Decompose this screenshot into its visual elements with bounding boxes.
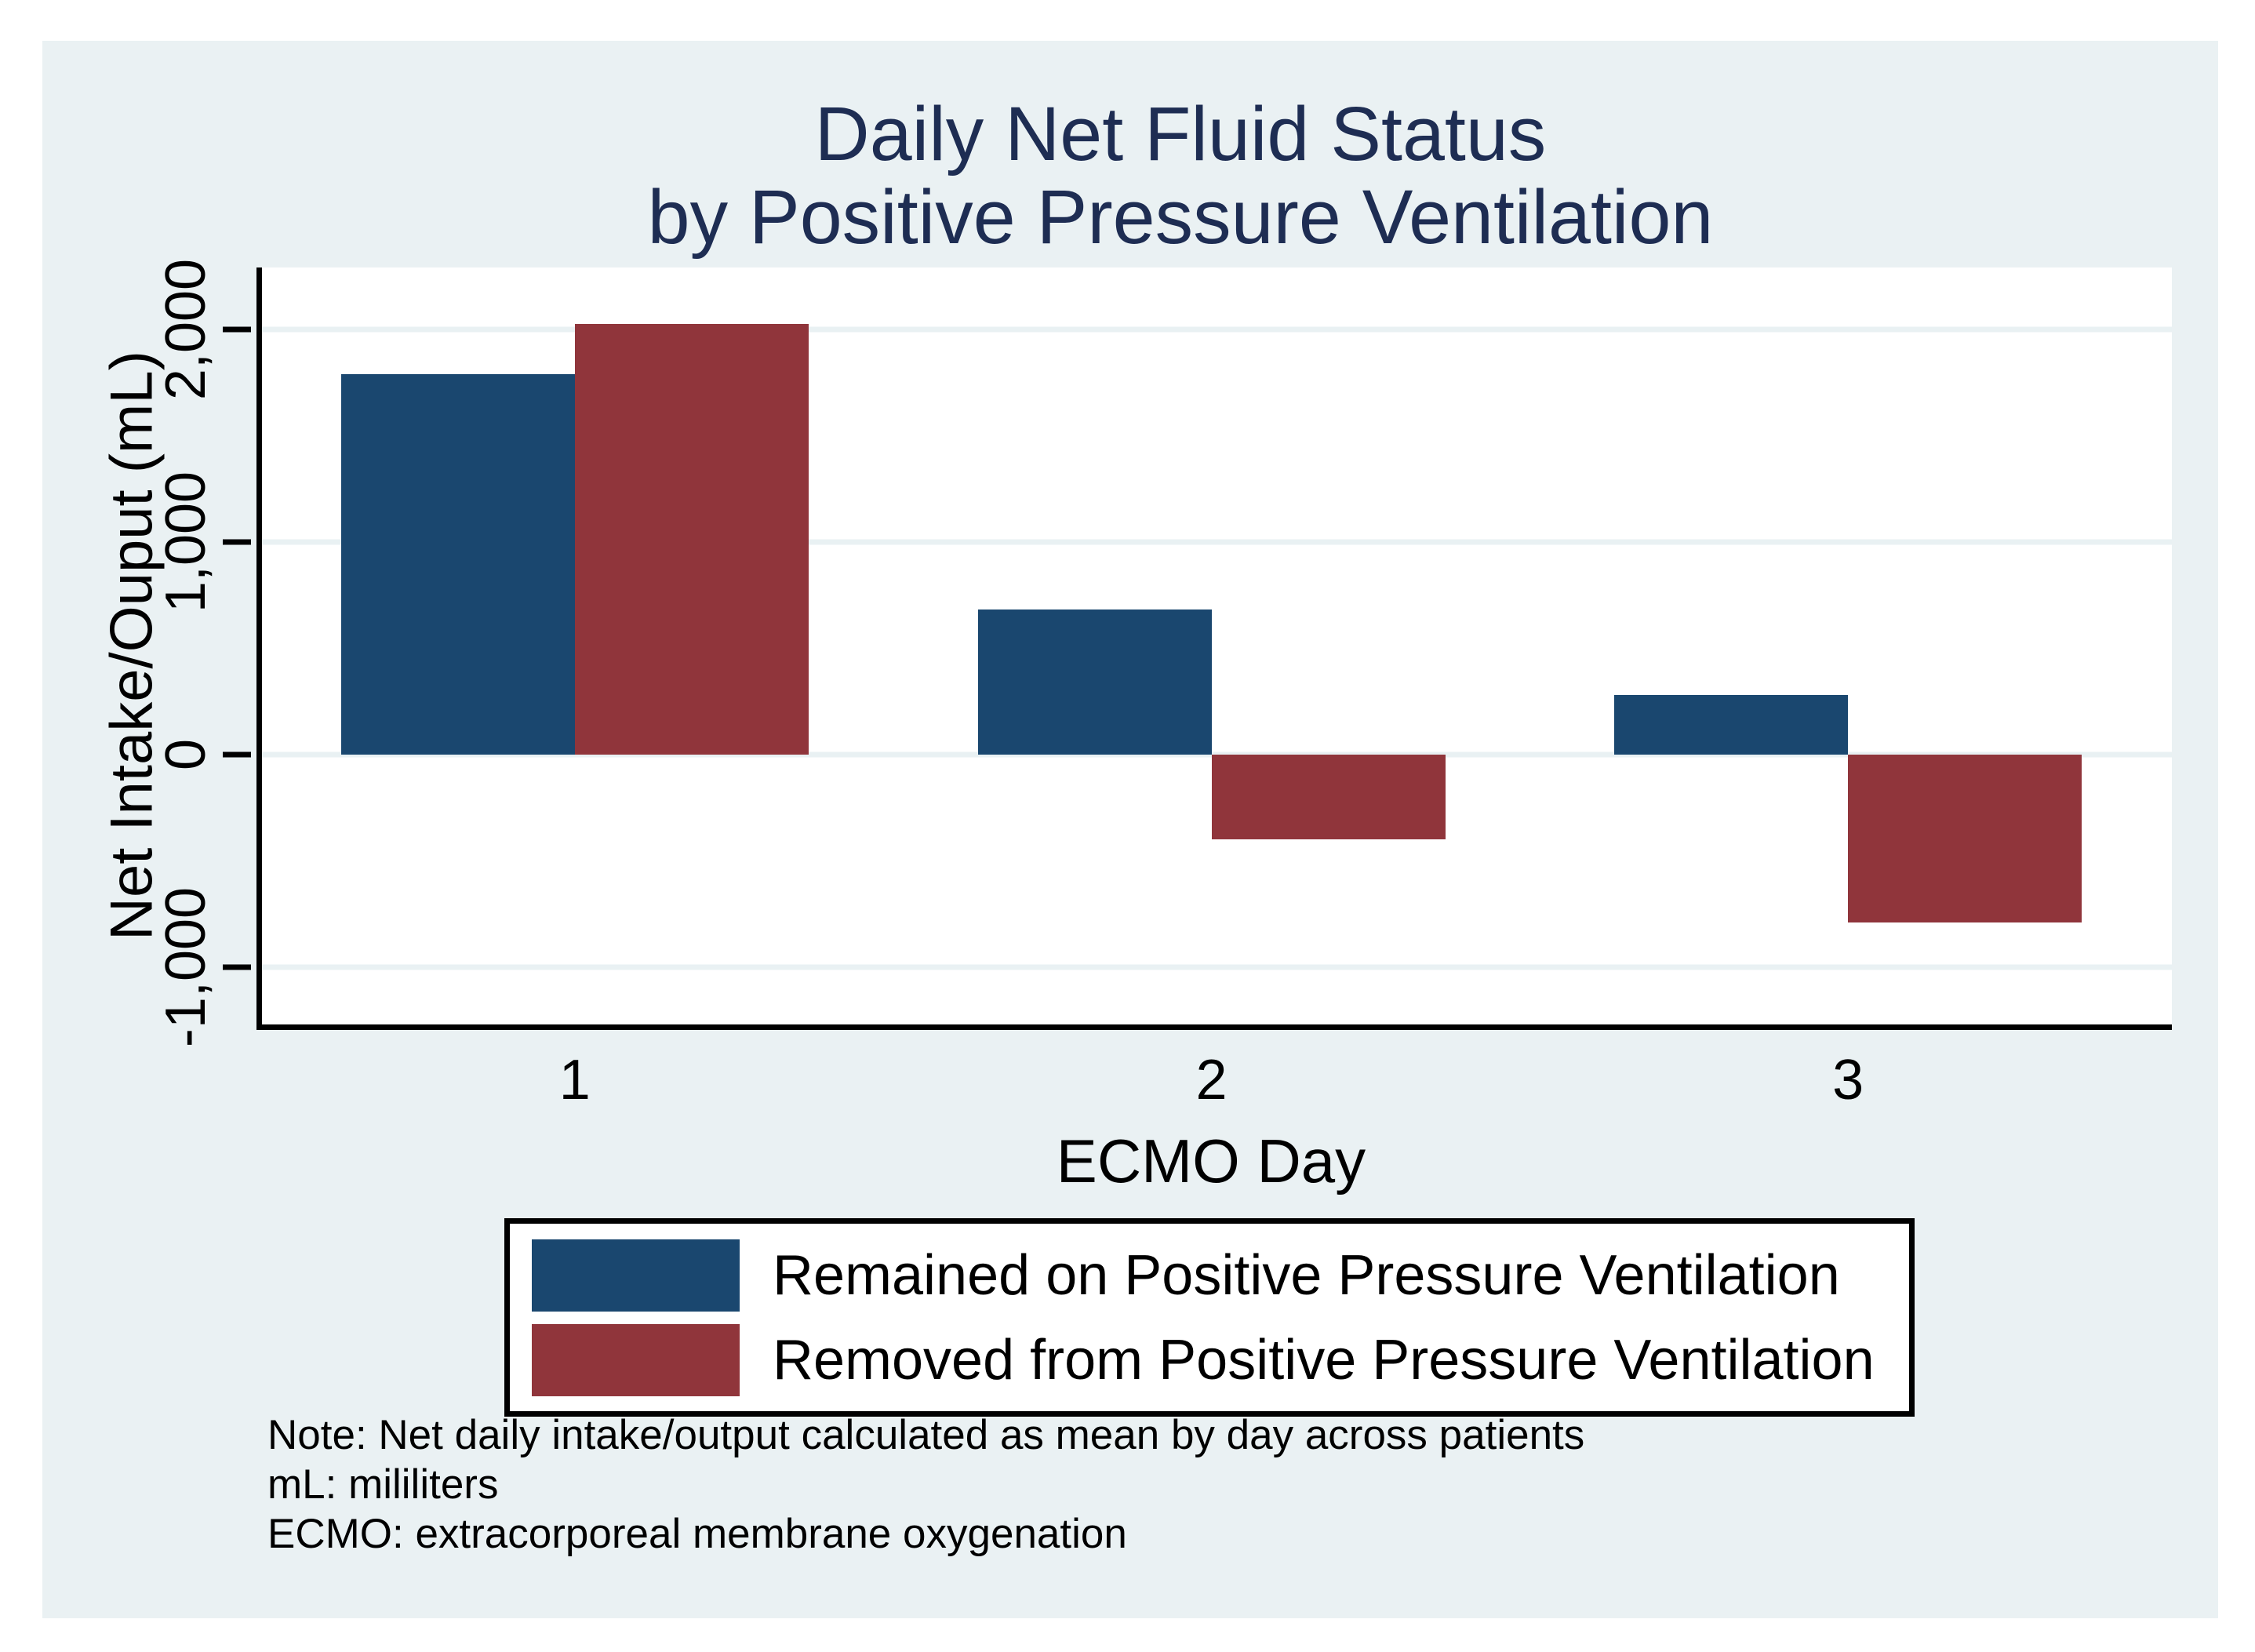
y-tick--1000 <box>223 964 251 970</box>
legend-row-remained: Remained on Positive Pressure Ventilatio… <box>532 1239 1909 1312</box>
y-tick-label-1000: 1,000 <box>155 471 217 613</box>
legend-label-remained: Remained on Positive Pressure Ventilatio… <box>773 1243 1840 1307</box>
chart-title-line1: Daily Net Fluid Status <box>814 91 1547 176</box>
y-tick-0 <box>223 751 251 758</box>
y-tick-label-2000: 2,000 <box>155 258 217 400</box>
x-tick-label-2: 2 <box>1195 1049 1228 1112</box>
note-line-2: mL: mililiters <box>267 1461 499 1508</box>
y-tick-label--1000: -1,000 <box>155 886 217 1047</box>
y-tick-label-0: 0 <box>155 738 217 770</box>
bar-series2-day-1 <box>574 323 809 755</box>
note-line-3: ECMO: extracorporeal membrane oxygenatio… <box>267 1511 1127 1557</box>
gridline-y-1000 <box>262 539 2172 545</box>
notes: Note: Net daily intake/output calculated… <box>267 1410 1584 1559</box>
legend: Remained on Positive Pressure Ventilatio… <box>504 1218 1915 1417</box>
y-tick-1000 <box>223 539 251 545</box>
legend-swatch-remained <box>532 1239 740 1312</box>
bar-series2-day-2 <box>1211 754 1446 840</box>
gridline-y--1000 <box>262 964 2172 970</box>
legend-label-removed: Removed from Positive Pressure Ventilati… <box>773 1328 1875 1392</box>
bar-series1-day-1 <box>340 373 575 755</box>
y-tick-2000 <box>223 326 251 333</box>
gridline-y-2000 <box>262 326 2172 333</box>
x-tick-label-1: 1 <box>558 1049 591 1112</box>
bar-series1-day-2 <box>977 609 1212 755</box>
bar-series2-day-3 <box>1848 754 2082 922</box>
chart-title-line2: by Positive Pressure Ventilation <box>647 174 1714 260</box>
bar-series1-day-3 <box>1614 694 1849 755</box>
legend-row-removed: Removed from Positive Pressure Ventilati… <box>532 1323 1909 1396</box>
x-axis-title: ECMO Day <box>1056 1126 1366 1195</box>
x-tick-label-3: 3 <box>1832 1049 1864 1112</box>
y-axis-title: Net Intake/Ouput (mL) <box>98 351 165 941</box>
note-line-1: Note: Net daily intake/output calculated… <box>267 1412 1585 1458</box>
chart-title: Daily Net Fluid Status by Positive Press… <box>648 93 1714 259</box>
legend-swatch-removed <box>532 1323 740 1396</box>
